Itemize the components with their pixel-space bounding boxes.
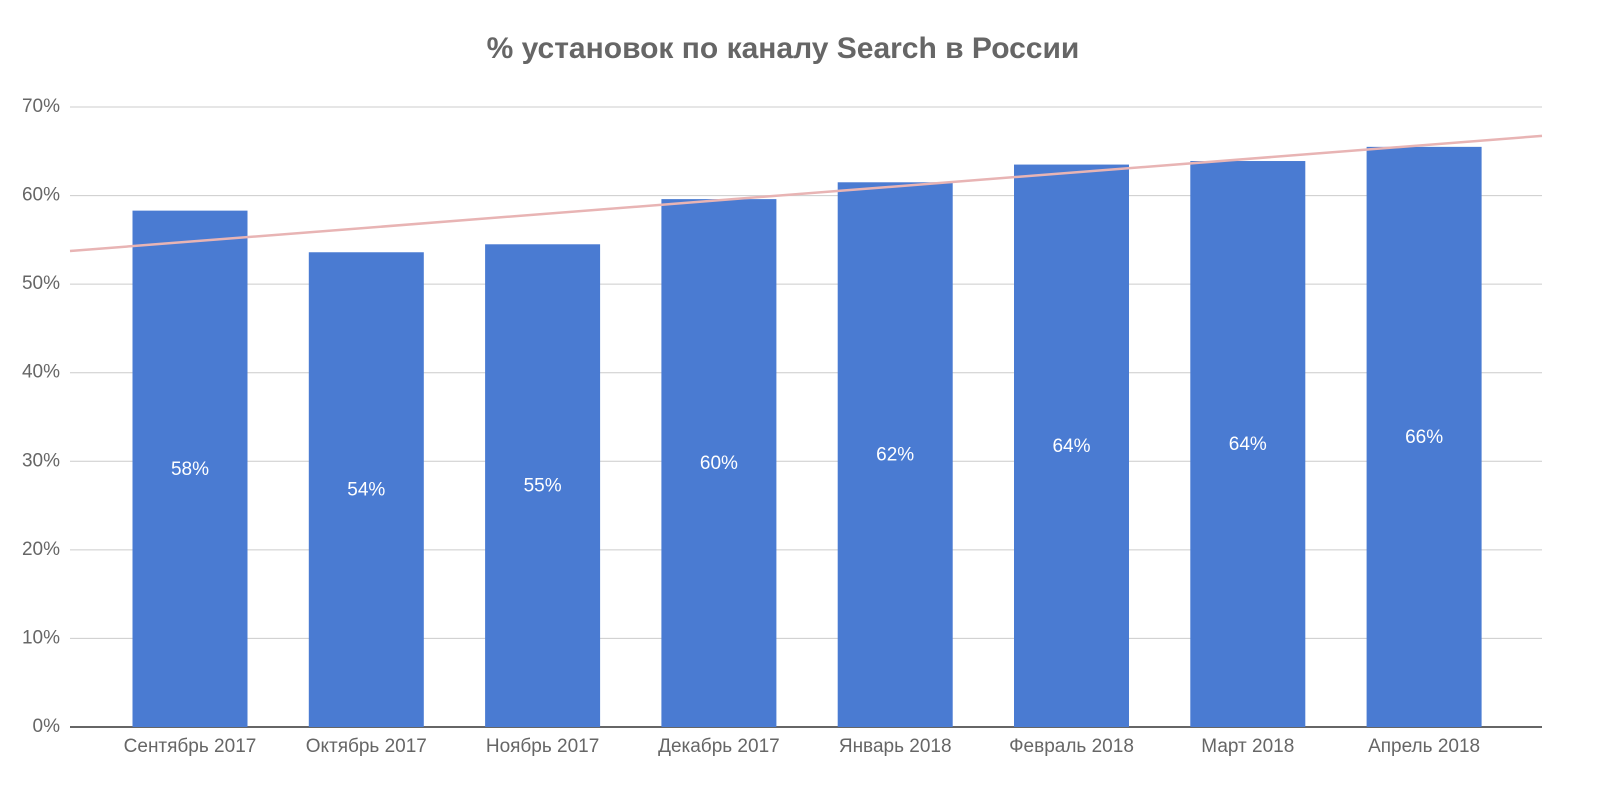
bar bbox=[308, 252, 424, 727]
bar bbox=[1366, 146, 1482, 727]
bar bbox=[132, 210, 248, 728]
x-tick-label: Март 2018 bbox=[1201, 736, 1294, 757]
x-tick-label: Декабрь 2017 bbox=[658, 736, 780, 757]
value-label: 62% bbox=[876, 445, 914, 466]
y-tick-label: 30% bbox=[22, 450, 60, 471]
y-tick-label: 60% bbox=[22, 185, 60, 206]
bar bbox=[1014, 164, 1129, 728]
x-tick-label: Апрель 2018 bbox=[1368, 736, 1480, 757]
y-tick-label: 50% bbox=[22, 273, 60, 294]
trendline bbox=[69, 134, 1543, 253]
x-tick-label: Январь 2018 bbox=[839, 736, 952, 757]
y-tick-label: 10% bbox=[22, 627, 60, 648]
x-tick-label: Февраль 2018 bbox=[1009, 736, 1134, 757]
chart-title: % установок по каналу Search в России bbox=[487, 32, 1080, 65]
x-tick-label: Октябрь 2017 bbox=[306, 736, 427, 757]
value-label: 58% bbox=[171, 459, 209, 480]
x-tick-label: Сентябрь 2017 bbox=[124, 736, 257, 757]
value-label: 54% bbox=[347, 480, 385, 501]
y-tick-label: 70% bbox=[22, 96, 60, 117]
y-tick-label: 0% bbox=[33, 716, 61, 737]
value-label: 55% bbox=[524, 476, 562, 497]
bar bbox=[837, 182, 953, 728]
x-tick-label: Ноябрь 2017 bbox=[486, 736, 599, 757]
bar bbox=[485, 244, 601, 728]
bar bbox=[1190, 161, 1306, 727]
value-label: 64% bbox=[1052, 436, 1090, 457]
value-label: 60% bbox=[700, 453, 738, 474]
value-label: 64% bbox=[1229, 434, 1267, 455]
bar bbox=[661, 199, 777, 728]
y-tick-label: 40% bbox=[22, 362, 60, 383]
value-label: 66% bbox=[1405, 427, 1443, 448]
y-tick-label: 20% bbox=[22, 539, 60, 560]
